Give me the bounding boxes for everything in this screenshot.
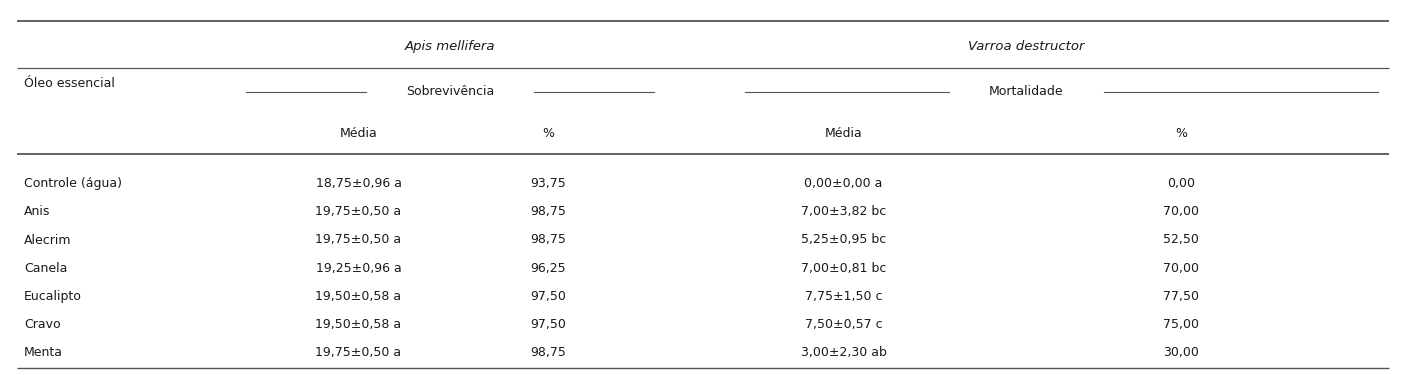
Text: 3,00±2,30 ab: 3,00±2,30 ab [800,346,887,359]
Text: 19,50±0,58 a: 19,50±0,58 a [315,318,402,331]
Text: 98,75: 98,75 [530,234,567,246]
Text: 19,75±0,50 a: 19,75±0,50 a [315,234,402,246]
Text: Controle (água): Controle (água) [24,177,122,190]
Text: 0,00±0,00 a: 0,00±0,00 a [804,177,883,190]
Text: 7,75±1,50 c: 7,75±1,50 c [804,290,883,303]
Text: 98,75: 98,75 [530,206,567,218]
Text: 98,75: 98,75 [530,346,567,359]
Text: 75,00: 75,00 [1163,318,1199,331]
Text: Alecrim: Alecrim [24,234,72,246]
Text: 7,00±3,82 bc: 7,00±3,82 bc [801,206,886,218]
Text: Sobrevivência: Sobrevivência [406,86,494,98]
Text: 19,25±0,96 a: 19,25±0,96 a [316,262,401,274]
Text: Eucalipto: Eucalipto [24,290,82,303]
Text: 97,50: 97,50 [530,290,567,303]
Text: 19,75±0,50 a: 19,75±0,50 a [315,206,402,218]
Text: Anis: Anis [24,206,51,218]
Text: 93,75: 93,75 [530,177,567,190]
Text: 52,50: 52,50 [1163,234,1199,246]
Text: 19,50±0,58 a: 19,50±0,58 a [315,290,402,303]
Text: 30,00: 30,00 [1163,346,1199,359]
Text: 5,25±0,95 bc: 5,25±0,95 bc [801,234,886,246]
Text: 7,00±0,81 bc: 7,00±0,81 bc [801,262,886,274]
Text: Varroa destructor: Varroa destructor [969,40,1084,53]
Text: %: % [543,127,554,140]
Text: Apis mellifera: Apis mellifera [405,40,495,53]
Text: Mortalidade: Mortalidade [988,86,1064,98]
Text: Menta: Menta [24,346,63,359]
Text: Média: Média [340,127,377,140]
Text: 19,75±0,50 a: 19,75±0,50 a [315,346,402,359]
Text: Média: Média [825,127,862,140]
Text: 0,00: 0,00 [1167,177,1195,190]
Text: 77,50: 77,50 [1163,290,1199,303]
Text: Óleo essencial: Óleo essencial [24,77,115,90]
Text: Cravo: Cravo [24,318,60,331]
Text: 96,25: 96,25 [530,262,567,274]
Text: 18,75±0,96 a: 18,75±0,96 a [315,177,402,190]
Text: 70,00: 70,00 [1163,262,1199,274]
Text: 70,00: 70,00 [1163,206,1199,218]
Text: Canela: Canela [24,262,67,274]
Text: 97,50: 97,50 [530,318,567,331]
Text: %: % [1175,127,1187,140]
Text: 7,50±0,57 c: 7,50±0,57 c [804,318,883,331]
